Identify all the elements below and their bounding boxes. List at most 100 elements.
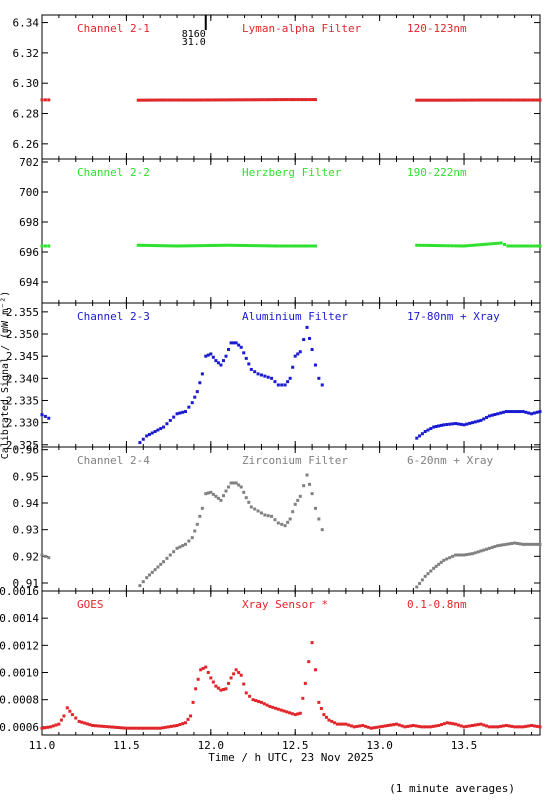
data-point: [523, 244, 527, 248]
data-point: [243, 98, 247, 102]
data-point: [102, 724, 106, 728]
chart-panel: 0.91 0.92 0.93 0.94 0.95 0.96 Channel 2-4 Zirco…: [13, 444, 542, 592]
x-axis-label: Time / h UTC, 23 Nov 2025: [208, 751, 374, 764]
panel-filter-label: Xray Sensor *: [242, 598, 328, 611]
data-point: [319, 707, 323, 711]
data-point: [366, 725, 370, 729]
panel-channel-label: GOES: [77, 598, 104, 611]
data-point: [490, 98, 494, 102]
data-point: [147, 573, 151, 577]
data-point: [276, 383, 280, 387]
data-point: [493, 725, 497, 729]
data-point: [445, 423, 449, 427]
data-point: [437, 723, 441, 727]
data-point: [254, 244, 258, 248]
data-point: [136, 243, 140, 247]
data-point: [515, 541, 519, 545]
data-point: [178, 411, 182, 415]
data-point: [293, 244, 297, 248]
data-point: [512, 244, 516, 248]
data-point: [158, 726, 162, 730]
data-point: [440, 98, 444, 102]
data-point: [229, 676, 233, 680]
data-point: [507, 98, 511, 102]
data-point: [259, 511, 263, 515]
data-point: [501, 724, 505, 728]
data-point: [389, 723, 393, 727]
data-point: [296, 498, 300, 502]
data-point: [274, 706, 278, 710]
panel-filter-label: Aluminium Filter: [242, 310, 348, 323]
data-point: [296, 712, 300, 716]
data-point: [139, 243, 143, 247]
data-point: [535, 98, 539, 102]
data-point: [251, 698, 255, 702]
data-point: [530, 542, 534, 546]
data-point: [395, 722, 399, 726]
data-point: [437, 98, 441, 102]
data-point: [201, 666, 205, 670]
data-point: [302, 244, 306, 248]
data-point: [286, 520, 290, 524]
data-point: [262, 244, 266, 248]
data-point: [423, 98, 427, 102]
data-point: [293, 98, 297, 102]
data-point: [273, 518, 277, 522]
data-point: [470, 421, 474, 425]
data-point: [223, 243, 227, 247]
data-point: [355, 724, 359, 728]
data-point: [178, 244, 182, 248]
data-point: [43, 414, 47, 418]
data-point: [310, 492, 314, 496]
data-point: [271, 244, 275, 248]
data-point: [153, 244, 157, 248]
data-point: [285, 244, 289, 248]
data-point: [421, 243, 425, 247]
data-point: [68, 709, 72, 713]
data-point: [305, 473, 309, 477]
data-point: [504, 542, 508, 546]
data-point: [40, 413, 44, 417]
data-point: [459, 553, 463, 557]
data-point: [479, 722, 483, 726]
data-point: [181, 722, 185, 726]
data-point: [400, 724, 404, 728]
data-point: [386, 723, 390, 727]
data-point: [364, 724, 368, 728]
data-point: [191, 700, 195, 704]
data-point: [317, 376, 321, 380]
data-point: [493, 98, 497, 102]
data-point: [172, 724, 176, 728]
data-point: [147, 98, 151, 102]
data-point: [496, 241, 500, 245]
data-point: [172, 98, 176, 102]
data-point: [232, 481, 236, 485]
data-point: [124, 726, 128, 730]
y-tick-label: 2.335: [6, 394, 39, 407]
data-point: [248, 244, 252, 248]
data-point: [427, 243, 431, 247]
data-point: [145, 434, 149, 438]
data-point: [459, 724, 463, 728]
data-point: [380, 724, 384, 728]
data-point: [303, 681, 307, 685]
data-point: [425, 725, 429, 729]
data-point: [212, 98, 216, 102]
data-point: [153, 568, 157, 572]
data-point: [282, 98, 286, 102]
data-point: [293, 502, 297, 506]
data-point: [130, 726, 134, 730]
data-point: [347, 723, 351, 727]
data-point: [313, 363, 317, 367]
data-point: [276, 707, 280, 711]
data-point: [273, 380, 277, 384]
y-tick-label: 696: [19, 246, 39, 259]
data-point: [445, 557, 449, 561]
data-point: [209, 98, 213, 102]
data-point: [470, 552, 474, 556]
data-point: [499, 724, 503, 728]
data-point: [429, 98, 433, 102]
data-point: [439, 560, 443, 564]
data-point: [198, 381, 202, 385]
data-point: [283, 524, 287, 528]
